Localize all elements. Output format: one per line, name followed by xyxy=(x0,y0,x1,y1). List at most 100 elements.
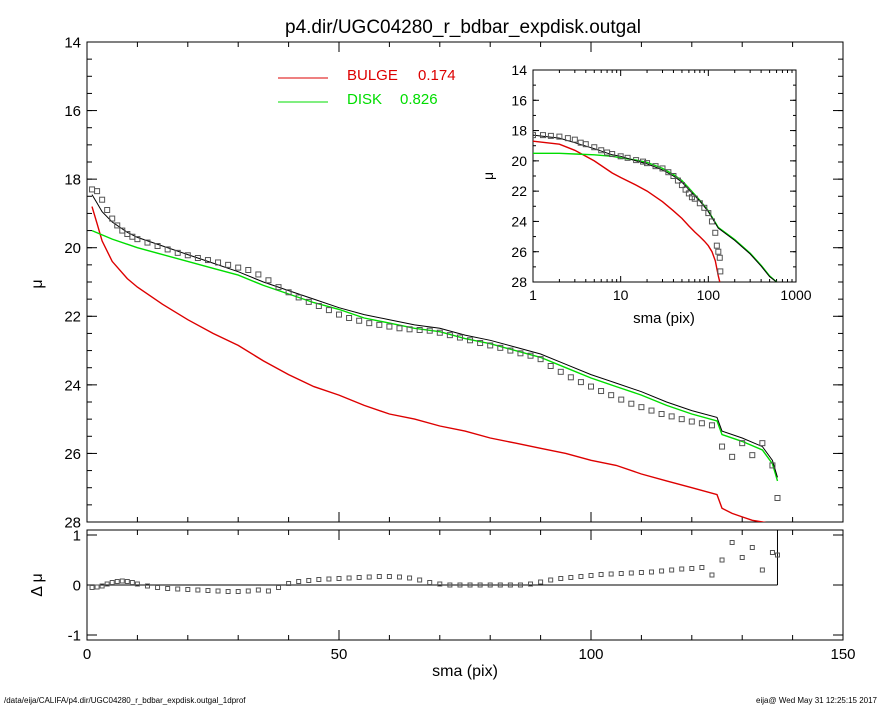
main-data-point xyxy=(729,453,736,460)
main-data-point xyxy=(184,252,191,259)
inset-data-point xyxy=(640,158,647,165)
inset-data-point xyxy=(556,133,563,140)
main-data-point xyxy=(547,363,554,369)
main-data-point xyxy=(366,320,373,327)
legend-bulge-value: 0.174 xyxy=(418,67,456,84)
resid-ytick-label: -1 xyxy=(68,627,81,644)
resid-data-point xyxy=(336,576,342,581)
resid-data-point xyxy=(628,570,634,576)
main-data-point xyxy=(109,215,116,222)
main-data-point xyxy=(89,186,96,193)
main-data-point xyxy=(497,344,504,351)
resid-data-point xyxy=(99,583,105,589)
legend-disk-label: DISK xyxy=(347,91,382,108)
main-data-point xyxy=(275,284,282,291)
main-data-point xyxy=(467,337,474,344)
resid-data-point xyxy=(618,571,624,576)
resid-xtick-label: 150 xyxy=(830,646,855,663)
resid-data-point xyxy=(155,585,161,590)
resid-data-point xyxy=(487,582,493,588)
main-data-point xyxy=(598,388,605,395)
resid-data-point xyxy=(255,587,261,593)
main-data-point xyxy=(638,404,645,411)
resid-data-point xyxy=(477,582,483,588)
main-data-point xyxy=(678,416,685,423)
main-data-point xyxy=(144,239,151,246)
resid-data-point xyxy=(538,579,544,585)
main-data-point xyxy=(245,267,252,273)
resid-data-point xyxy=(497,582,503,588)
main-data-point xyxy=(688,418,695,425)
resid-ylabel: Δ μ xyxy=(29,573,46,596)
footer-user-date: eija@ Wed May 31 12:25:15 2017 xyxy=(756,696,877,705)
inset-ytick-label: 16 xyxy=(511,92,527,108)
main-ytick-label: 18 xyxy=(64,172,81,189)
main-data-point xyxy=(376,321,383,328)
inset-data-point xyxy=(539,132,546,139)
inset-ytick-label: 18 xyxy=(511,123,527,139)
main-data-point xyxy=(215,259,222,266)
legend: BULGE 0.174 DISK 0.826 xyxy=(278,67,456,108)
legend-bulge-label: BULGE xyxy=(347,67,398,84)
resid-data-point xyxy=(286,581,292,586)
main-data-point xyxy=(194,255,201,261)
resid-data-point xyxy=(205,588,211,593)
resid-data-point xyxy=(749,545,755,550)
resid-data-point xyxy=(356,575,362,580)
resid-data-point xyxy=(467,582,473,588)
main-line-disk xyxy=(91,229,779,482)
inset-ytick-label: 14 xyxy=(511,62,527,78)
resid-data-point xyxy=(699,565,705,570)
main-data-point xyxy=(567,374,574,381)
main-data-point xyxy=(477,340,484,347)
main-data-point xyxy=(527,352,534,359)
resid-data-point xyxy=(427,580,433,585)
resid-data-point xyxy=(407,575,413,581)
inset-data-point xyxy=(598,147,605,154)
resid-data-point xyxy=(114,579,120,584)
resid-data-point xyxy=(558,576,564,581)
resid-data-point xyxy=(568,575,574,580)
resid-xtick-label: 100 xyxy=(578,646,603,663)
main-data-point xyxy=(487,342,494,349)
main-data-point xyxy=(94,188,101,195)
resid-data-point xyxy=(739,555,745,560)
main-data-point xyxy=(608,392,615,399)
resid-data-point xyxy=(396,574,402,580)
main-data-point xyxy=(507,347,514,354)
main-data-point xyxy=(204,257,211,264)
main-ytick-label: 24 xyxy=(64,377,81,394)
inset-data-point xyxy=(670,173,677,179)
main-ytick-label: 28 xyxy=(64,514,81,531)
main-data-point xyxy=(618,396,625,403)
resid-data-point xyxy=(638,570,644,575)
inset-data-point xyxy=(571,136,578,143)
inset-data-point xyxy=(705,210,712,217)
main-data-point xyxy=(577,379,584,386)
main-data-point xyxy=(557,368,564,375)
inset-ytick-label: 26 xyxy=(511,244,527,260)
resid-data-point xyxy=(588,573,594,578)
resid-data-point xyxy=(129,580,135,585)
main-data-point xyxy=(235,264,242,271)
resid-ytick-label: 1 xyxy=(73,527,81,544)
inset-xtick-label: 1000 xyxy=(780,287,811,303)
resid-data-point xyxy=(517,582,523,588)
inset-data-point xyxy=(716,254,723,261)
resid-data-point xyxy=(578,574,584,579)
main-data-point xyxy=(346,315,353,321)
main-data-point xyxy=(668,413,675,420)
resid-data-point xyxy=(437,581,443,587)
inset-data-point xyxy=(547,132,554,139)
inset-plot-area xyxy=(533,132,778,282)
resid-data-point xyxy=(759,567,765,573)
resid-data-point xyxy=(316,577,322,582)
resid-ytick-label: 0 xyxy=(73,577,81,594)
inset-data-point xyxy=(701,204,708,211)
main-data-point xyxy=(325,307,332,314)
main-data-point xyxy=(739,440,746,447)
resid-data-point xyxy=(709,572,715,578)
main-line-bulge xyxy=(91,206,767,522)
inset-ytick-label: 22 xyxy=(511,183,527,199)
